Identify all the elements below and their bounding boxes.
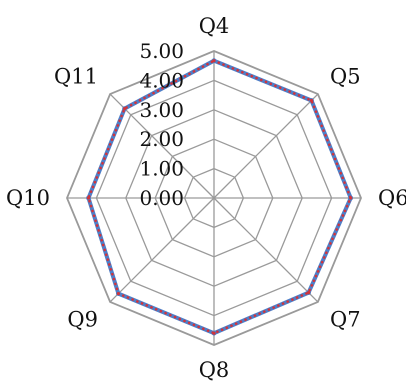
- series-1-point-4: [212, 331, 216, 335]
- tick-label: 5.00: [139, 39, 184, 63]
- axis-label-q11: Q11: [54, 64, 98, 88]
- axis-label-q7: Q7: [330, 308, 361, 332]
- series-1-point-3: [307, 291, 311, 295]
- axis-label-q10: Q10: [6, 186, 50, 210]
- tick-label: 0.00: [139, 186, 184, 210]
- radar-axis-labels: Q4 Q5 Q6 Q7 Q8 Q9 Q10 Q11: [6, 14, 406, 382]
- axis-label-q9: Q9: [67, 308, 98, 332]
- grid-spoke-1: [213, 93, 319, 199]
- series-1-point-6: [86, 196, 91, 200]
- series-1-point-1: [309, 98, 314, 103]
- axis-label-q8: Q8: [199, 358, 230, 382]
- tick-label: 3.00: [139, 98, 184, 122]
- series-1-point-0: [212, 59, 216, 63]
- axis-label-q5: Q5: [330, 64, 361, 88]
- grid-spoke-5: [109, 197, 215, 303]
- tick-label: 2.00: [139, 127, 184, 151]
- axis-label-q4: Q4: [199, 14, 230, 38]
- radar-grid: [66, 50, 362, 346]
- radar-series: [86, 58, 354, 336]
- series-1-point-2: [349, 196, 353, 200]
- radar-tick-labels: 0.00 1.00 2.00 3.00 4.00 5.00: [139, 39, 184, 210]
- axis-label-q6: Q6: [378, 186, 406, 210]
- grid-spoke-7: [109, 93, 215, 199]
- tick-label: 1.00: [139, 157, 184, 181]
- tick-label: 4.00: [139, 68, 184, 92]
- grid-spoke-3: [213, 197, 319, 303]
- series-1-point-5: [116, 292, 120, 296]
- series-1-point-7: [123, 107, 127, 111]
